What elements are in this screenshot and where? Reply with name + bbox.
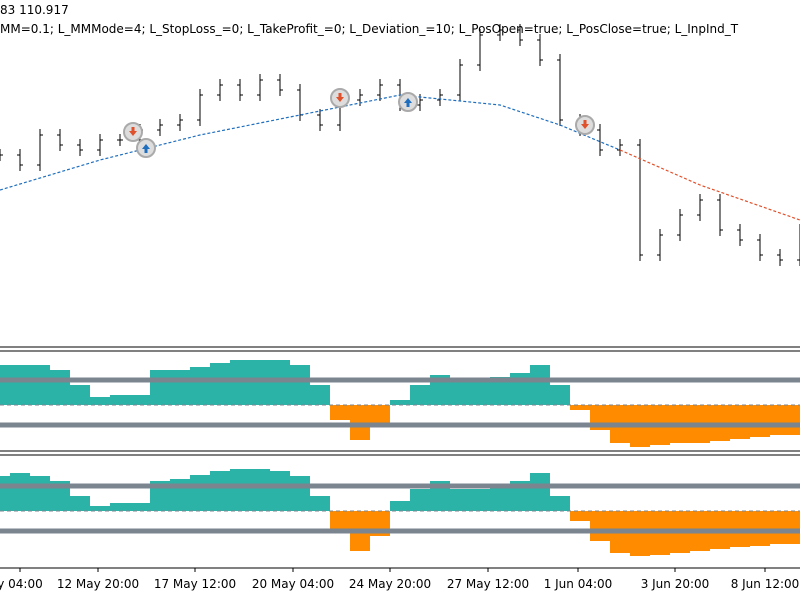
moving-average [619,149,800,221]
params-header: MM=0.1; L_MMMode=4; L_StopLoss_=0; L_Tak… [0,22,739,36]
oscillator-bar [130,395,150,405]
oscillator-bar [130,503,150,511]
oscillator-bar [230,469,250,511]
oscillator-bar [750,405,770,437]
oscillator-bar [490,486,510,511]
oscillator-bar [250,469,270,511]
oscillator-bar [550,496,570,511]
x-tick-label: 12 May 20:00 [57,577,139,591]
oscillator-bar [410,489,430,511]
oscillator-bar [70,385,90,405]
oscillator-bar [290,476,310,511]
oscillator-bar [410,385,430,405]
oscillator-bar [190,475,210,511]
oscillator-bar [550,385,570,405]
oscillator-bar [270,471,290,511]
oscillator-bar [150,370,170,405]
oscillator-bar [470,380,490,405]
oscillator-bar [590,511,610,541]
signal-arrow [404,98,412,107]
x-tick-label: 17 May 12:00 [154,577,236,591]
x-tick-label: y 04:00 [0,577,43,591]
oscillator-bar [90,397,110,405]
oscillator-bar [570,405,590,410]
price-header: 83 110.917 [0,3,69,17]
oscillator-bar [10,365,30,405]
oscillator-bar [370,405,390,425]
oscillator-bar [530,473,550,511]
oscillator-bar [210,363,230,405]
oscillator-bar [30,476,50,511]
oscillator-bar [790,405,800,435]
oscillator-bar [490,377,510,405]
moving-average [0,94,621,191]
oscillator-bar [70,496,90,511]
oscillator-bar [390,501,410,511]
oscillator-bar [450,380,470,405]
oscillator-bar [170,370,190,405]
x-tick-label: 3 Jun 20:00 [641,577,710,591]
oscillator-bar [310,496,330,511]
oscillator-bar [110,395,130,405]
oscillator-bar [770,405,790,435]
oscillator-bar [790,511,800,544]
oscillator-bar [450,489,470,511]
oscillator-bar [210,471,230,511]
frames [0,346,800,569]
oscillator-bar [570,511,590,521]
oscillator-bar [290,365,310,405]
x-tick-label: 1 Jun 04:00 [544,577,613,591]
oscillator-bar [10,473,30,511]
oscillator-bar [310,385,330,405]
x-tick-label: 24 May 20:00 [349,577,431,591]
oscillator-bar [390,400,410,405]
x-tick-label: 27 May 12:00 [447,577,529,591]
signal-arrow [129,127,137,136]
oscillator-bar [110,503,130,511]
oscillator-bar [330,511,350,531]
oscillator-bar [530,365,550,405]
oscillator-bar [0,365,10,405]
oscillator-bar [470,489,490,511]
signal-arrow [581,120,589,129]
oscillator-bar [90,506,110,511]
signal-arrow [142,144,150,153]
signal-arrow [336,93,344,102]
oscillator-bar [50,370,70,405]
x-tick-label: 20 May 04:00 [252,577,334,591]
oscillator-bar [330,405,350,420]
oscillator-bar [770,511,790,544]
x-tick-label: 8 Jun 12:00 [731,577,800,591]
oscillator-bar [190,367,210,405]
oscillator-bar [30,365,50,405]
oscillator-bar [730,405,750,439]
oscillator-bar [0,476,10,511]
